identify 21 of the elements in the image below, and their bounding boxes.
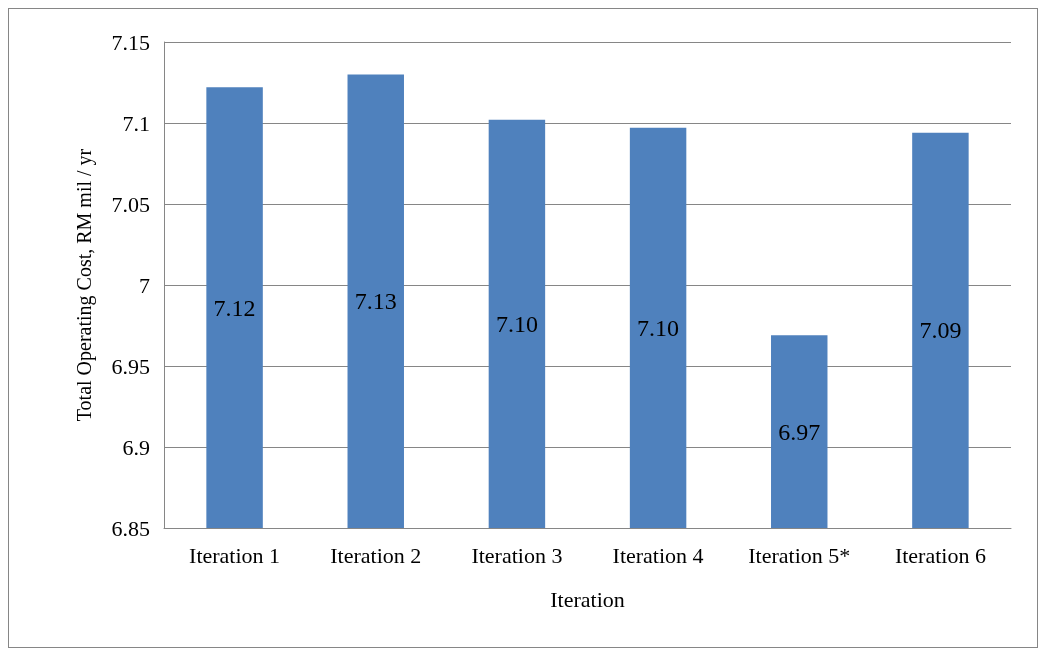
x-tick-label: Iteration 1 <box>189 542 281 568</box>
x-tick-label: Iteration 4 <box>612 542 704 568</box>
y-tick-label: 7.15 <box>111 29 150 55</box>
x-tick-label: Iteration 5* <box>748 542 851 568</box>
y-axis-title: Total Operating Cost, RM mil / yr <box>73 148 96 422</box>
data-label: 7.10 <box>495 310 538 337</box>
y-tick-label: 6.85 <box>111 515 150 541</box>
x-axis-title: Iteration <box>550 586 625 612</box>
y-tick-label: 7.1 <box>122 110 150 136</box>
x-tick-label: Iteration 3 <box>471 542 563 568</box>
y-tick-label: 6.9 <box>122 434 150 460</box>
data-label: 6.97 <box>778 418 821 445</box>
data-label: 7.13 <box>354 288 397 315</box>
x-tick-label: Iteration 6 <box>894 542 986 568</box>
y-tick-label: 6.95 <box>111 353 150 379</box>
data-label: 7.09 <box>919 317 962 344</box>
data-label: 7.10 <box>637 314 680 341</box>
data-label: 7.12 <box>213 294 256 321</box>
x-tick-label: Iteration 2 <box>330 542 422 568</box>
y-tick-label: 7.05 <box>111 191 150 217</box>
y-tick-label: 7 <box>139 272 150 298</box>
